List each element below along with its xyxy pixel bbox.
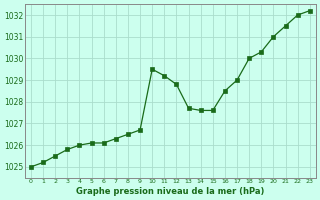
X-axis label: Graphe pression niveau de la mer (hPa): Graphe pression niveau de la mer (hPa) (76, 187, 265, 196)
